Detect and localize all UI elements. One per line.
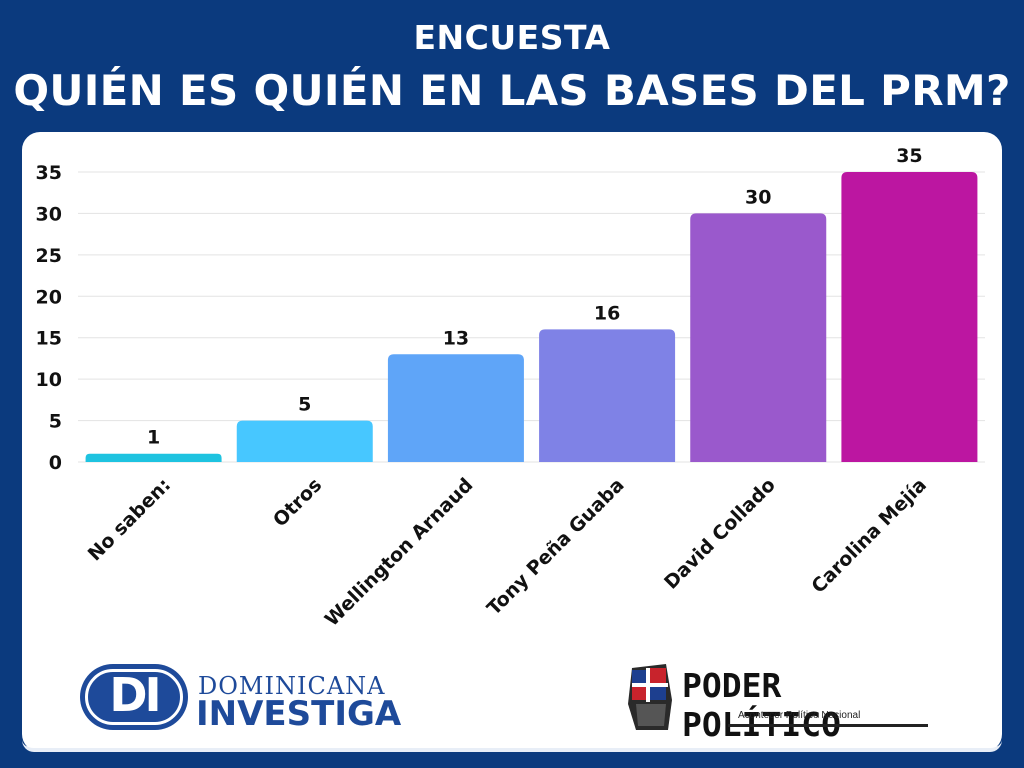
y-tick-label: 5 (49, 411, 62, 433)
y-tick-label: 10 (36, 369, 62, 391)
y-tick-label: 0 (49, 452, 62, 474)
chart-title: QUIÉN ES QUIÉN EN LAS BASES DEL PRM? (13, 66, 1011, 115)
bar (539, 329, 676, 462)
bar (841, 172, 978, 462)
x-tick-label: Carolina Mejía (807, 474, 931, 598)
poder-politico-underline (728, 724, 928, 727)
data-label: 16 (594, 302, 620, 324)
x-tick-label: No saben: (84, 474, 175, 565)
y-tick-label: 25 (36, 245, 62, 267)
data-label: 1 (147, 427, 160, 449)
data-label: 30 (745, 186, 771, 208)
y-tick-label: 30 (36, 203, 62, 225)
bar (236, 420, 373, 462)
dominicana-investiga-logo: DI DOMINICANA INVESTIGA (80, 664, 420, 734)
data-label: 13 (443, 327, 469, 349)
bar (690, 213, 827, 462)
data-label: 5 (298, 394, 311, 416)
fist-flag-icon (628, 664, 672, 730)
y-tick-label: 15 (36, 328, 62, 350)
data-label: 35 (896, 145, 922, 167)
header: ENCUESTA QUIÉN ES QUIÉN EN LAS BASES DEL… (0, 0, 1024, 132)
x-tick-label: Otros (269, 474, 326, 531)
y-tick-label: 20 (36, 286, 62, 308)
di-logo-letters: DI (109, 668, 161, 722)
di-logo-line2: INVESTIGA (196, 694, 402, 734)
chart-kicker: ENCUESTA (413, 18, 611, 57)
bar (85, 453, 222, 462)
poder-politico-logo: PODER POLÍTICO Acontecer Político Nacion… (620, 656, 950, 744)
poder-politico-tagline: Acontecer Político Nacional (738, 710, 861, 721)
di-logo-line1: DOMINICANA (198, 672, 386, 700)
poder-politico-wordmark: PODER POLÍTICO (682, 666, 841, 744)
bar (387, 354, 524, 462)
x-tick-label: David Collado (660, 474, 780, 594)
di-logo-mark (80, 664, 188, 730)
x-tick-label: Wellington Arnaud (321, 474, 478, 631)
y-tick-label: 35 (36, 162, 62, 184)
x-tick-label: Tony Peña Guaba (483, 474, 629, 620)
chart-panel (22, 132, 1002, 752)
